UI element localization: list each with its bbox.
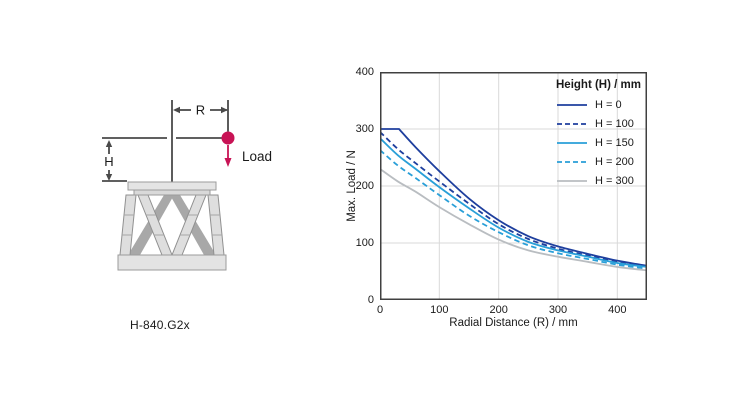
y-tick-label: 200 (355, 179, 374, 192)
arrow-up-icon (105, 140, 113, 147)
height-dimension-label: H (104, 154, 113, 169)
load-label: Load (242, 149, 272, 164)
legend-item: H = 100 (556, 114, 656, 133)
legend-label: H = 300 (595, 174, 634, 187)
legend-label: H = 150 (595, 136, 634, 149)
hexapod-top-platform-lip (133, 189, 211, 196)
curve-h=300 (380, 168, 647, 272)
legend-line-swatch (557, 179, 587, 182)
model-caption: H-840.G2x (130, 318, 190, 332)
hexapod-diagram: R H Load (102, 100, 272, 271)
dimension-arrowheads (105, 106, 228, 181)
legend-line-swatch (557, 160, 587, 163)
load-point (221, 131, 235, 145)
legend-label: H = 0 (595, 98, 622, 111)
curve-h=0 (380, 128, 647, 267)
legend-label: H = 200 (595, 155, 634, 168)
x-tick-label: 200 (489, 304, 508, 316)
y-tick-label: 300 (355, 122, 374, 135)
legend-line-swatch (557, 103, 587, 106)
x-tick-label: 0 (376, 304, 384, 316)
hexapod-top-platform (127, 181, 217, 191)
hexapod-base-platform (117, 254, 227, 271)
radial-dimension-label: R (196, 103, 205, 118)
legend-item: H = 150 (556, 133, 656, 152)
legend-line-swatch (557, 141, 587, 144)
curves (380, 128, 647, 272)
x-tick-label: 100 (430, 304, 449, 316)
leg-joints (122, 214, 222, 236)
arrow-down-icon (105, 174, 113, 181)
arrow-right-icon (221, 106, 228, 114)
curve-h=150 (380, 137, 647, 268)
y-tick-label: 400 (355, 65, 374, 78)
chart-legend: Height (H) / mm H = 0 H = 100 H = 150 H = 2… (556, 79, 656, 190)
plot-frame (380, 72, 647, 300)
load-arrow-icon (224, 158, 232, 167)
legend-title: Height (H) / mm (556, 79, 641, 91)
curve-h=100 (380, 131, 647, 268)
arrow-left-icon (173, 106, 180, 114)
curve-h=200 (380, 149, 647, 270)
x-axis-title: Radial Distance (R) / mm (449, 317, 578, 329)
legend-item: H = 300 (556, 171, 656, 190)
legend-label: H = 100 (595, 117, 634, 130)
y-tick-label: 0 (367, 293, 374, 306)
x-tick-label: 300 (548, 304, 568, 316)
gridlines (381, 73, 646, 299)
dimension-lines (102, 100, 229, 182)
load-marker (221, 131, 235, 167)
y-tick-label: 100 (355, 236, 374, 249)
y-axis-title: Max. Load / N (346, 150, 358, 222)
x-tick-label: 400 (608, 304, 627, 316)
plot-area (380, 72, 647, 300)
legend-line-swatch (557, 122, 587, 125)
legend-item: H = 200 (556, 152, 656, 171)
hexapod-body (117, 181, 227, 271)
legend-item: H = 0 (556, 95, 656, 114)
